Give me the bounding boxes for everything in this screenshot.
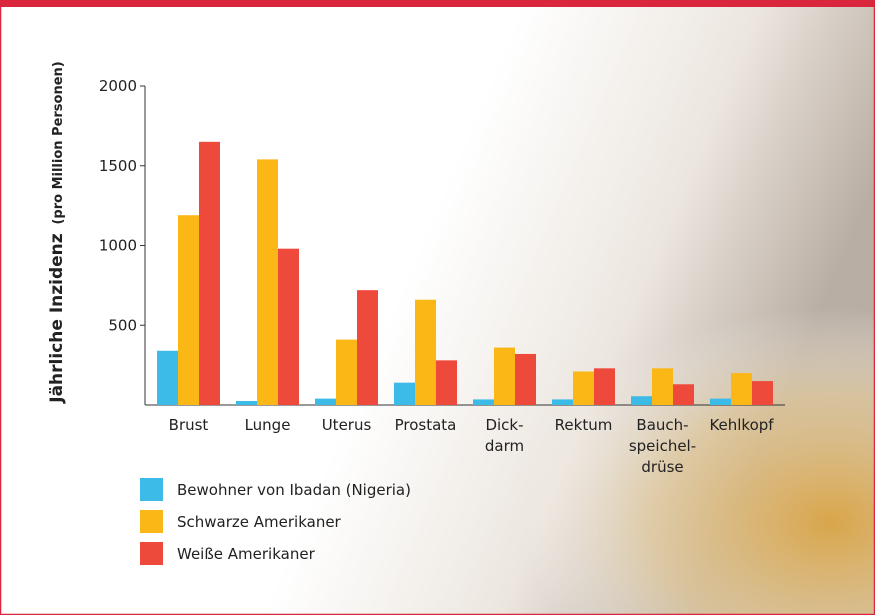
x-tick-label: Uterus [322,416,372,434]
x-tick-label: Prostata [395,416,457,434]
bar [731,373,752,405]
bar [315,398,336,405]
bar [552,399,573,405]
bar [436,360,457,405]
x-tick-label: Rektum [555,416,613,434]
y-axis-label: Jährliche Inzidenz (pro Million Personen… [47,61,67,403]
legend-label: Weiße Amerikaner [177,545,316,563]
bar [752,381,773,405]
y-axis-title: Jährliche Inzidenz [47,233,67,404]
legend-label: Bewohner von Ibadan (Nigeria) [177,481,411,499]
x-tick-label: Lunge [245,416,291,434]
x-tick-label-line: drüse [641,458,683,476]
x-tick-label-line: Brust [169,416,209,434]
bar [710,398,731,405]
bar [652,368,673,405]
bar [415,299,436,405]
x-tick-label-line: Dick- [485,416,523,434]
bar [573,371,594,405]
x-tick-label: Bauch-speichel-drüse [629,416,696,476]
y-tick-label: 1000 [99,237,137,255]
x-tick-label-line: Rektum [555,416,613,434]
y-axis-unit: (pro Million Personen) [51,61,66,224]
y-tick-label: 2000 [99,77,137,95]
x-tick-label: Brust [169,416,209,434]
x-tick-label-line: Lunge [245,416,291,434]
bar [394,382,415,405]
x-tick-label-line: darm [485,437,524,455]
bar [357,290,378,405]
y-tick-label: 500 [108,316,137,334]
top-band [0,0,875,7]
x-tick-label: Dick-darm [485,416,524,455]
bar [178,215,199,405]
x-tick-label-line: Uterus [322,416,372,434]
bar [631,396,652,405]
bar [257,159,278,405]
bar [199,141,220,405]
bar [494,347,515,405]
legend-label: Schwarze Amerikaner [177,513,342,531]
bar [336,339,357,405]
x-tick-label-line: Bauch- [636,416,688,434]
x-tick-label: Kehlkopf [709,416,774,434]
bar [673,384,694,405]
bar [236,401,257,405]
x-tick-label-line: Prostata [395,416,457,434]
bar [515,353,536,405]
bar [594,368,615,405]
legend-swatch [140,478,163,501]
y-tick-label: 1500 [99,157,137,175]
legend-swatch [140,542,163,565]
bar [278,248,299,405]
x-tick-label-line: speichel- [629,437,696,455]
bar [157,350,178,405]
x-tick-label-line: Kehlkopf [709,416,774,434]
bar [473,399,494,405]
legend-swatch [140,510,163,533]
